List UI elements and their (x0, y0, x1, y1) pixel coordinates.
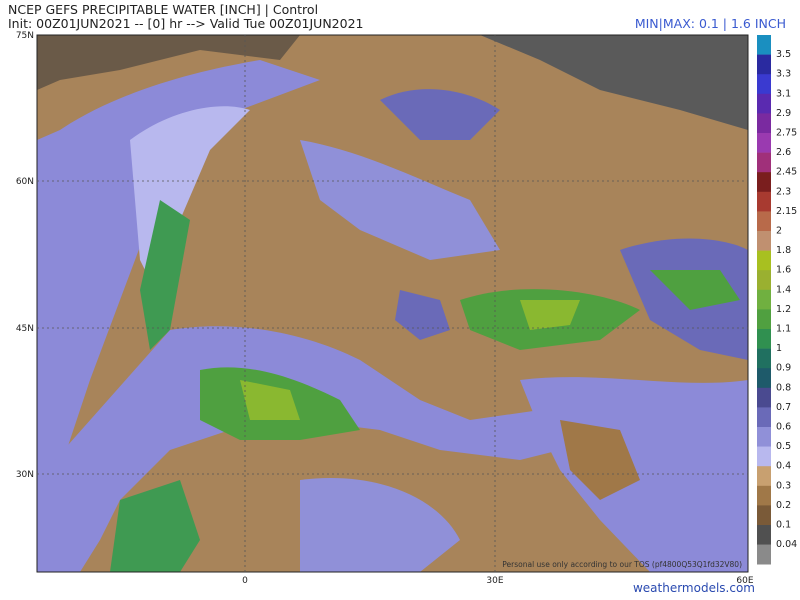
colorbar-swatch (757, 113, 771, 134)
colorbar-swatch (757, 133, 771, 153)
colorbar-label: 2.45 (776, 167, 797, 178)
colorbar-label: 0.8 (776, 382, 791, 393)
colorbar-swatch (757, 446, 771, 467)
colorbar-swatch (757, 387, 771, 408)
colorbar-label: 3.3 (776, 69, 791, 80)
tos-notice: Personal use only according to our TOS (… (502, 560, 742, 569)
map-subtitle: Init: 00Z01JUN2021 -- [0] hr --> Valid T… (8, 16, 363, 31)
colorbar-swatch (757, 74, 771, 95)
colorbar-swatch (757, 348, 771, 369)
colorbar-label: 2.15 (776, 206, 797, 217)
colorbar-label: 0.9 (776, 363, 791, 374)
colorbar-label: 2.9 (776, 108, 791, 119)
colorbar-swatch (757, 270, 771, 291)
colorbar-swatch (757, 466, 771, 487)
colorbar-swatch (757, 35, 771, 55)
colorbar-label: 1.1 (776, 324, 791, 335)
colorbar-swatch (757, 250, 771, 271)
colorbar-swatch (757, 152, 771, 173)
colorbar-swatch (757, 309, 771, 330)
colorbar-swatch (757, 427, 771, 447)
colorbar-label: 2 (776, 226, 782, 237)
colorbar-label: 0.6 (776, 422, 791, 433)
colorbar-swatch (757, 544, 771, 565)
colorbar-swatch (757, 211, 771, 232)
colorbar-swatch (757, 505, 771, 526)
colorbar-swatch (757, 191, 771, 212)
colorbar-label: 0.1 (776, 520, 791, 531)
colorbar-swatch (757, 231, 771, 251)
colorbar-label: 0.4 (776, 461, 791, 472)
lat-label: 45N (16, 324, 34, 334)
lat-label: 30N (16, 470, 34, 480)
colorbar-label: 1 (776, 343, 782, 354)
colorbar-label: 2.3 (776, 186, 791, 197)
lon-label: 0 (242, 576, 248, 586)
colorbar-label: 0.04 (776, 539, 797, 550)
colorbar-swatch (757, 289, 771, 310)
colorbar-label: 2.6 (776, 147, 791, 158)
lon-label: 30E (486, 576, 503, 586)
colorbar-label: 0.5 (776, 441, 791, 452)
colorbar-swatch (757, 172, 771, 193)
colorbar-swatch (757, 93, 771, 114)
colorbar-label: 3.5 (776, 49, 791, 60)
colorbar-swatch (757, 485, 771, 506)
colorbar-label: 0.2 (776, 500, 791, 511)
colorbar-swatch (757, 329, 771, 349)
lat-label: 75N (16, 31, 34, 41)
lon-label: 60E (736, 576, 753, 586)
min-max: MIN|MAX: 0.1 | 1.6 INCH (635, 16, 786, 31)
colorbar-label: 1.8 (776, 245, 791, 256)
colorbar: 3.5 3.3 3.1 2.9 2.75 2.6 2.45 2.3 2.15 2 1.8 1.6 1.4… (757, 35, 797, 565)
colorbar-label: 2.75 (776, 128, 797, 139)
colorbar-swatch (757, 368, 771, 389)
colorbar-label: 1.4 (776, 284, 791, 295)
colorbar-swatch (757, 54, 771, 75)
lat-label: 60N (16, 177, 34, 187)
colorbar-label: 1.6 (776, 265, 791, 276)
map-field (36, 34, 749, 573)
colorbar-swatch (757, 525, 771, 545)
watermark: weathermodels.com (633, 581, 755, 595)
map-title: NCEP GEFS PRECIPITABLE WATER [INCH] | Co… (8, 2, 318, 17)
colorbar-label: 3.1 (776, 88, 791, 99)
colorbar-swatch (757, 407, 771, 428)
colorbar-label: 1.2 (776, 304, 791, 315)
colorbar-label: 0.3 (776, 480, 791, 491)
colorbar-label: 0.7 (776, 402, 791, 413)
